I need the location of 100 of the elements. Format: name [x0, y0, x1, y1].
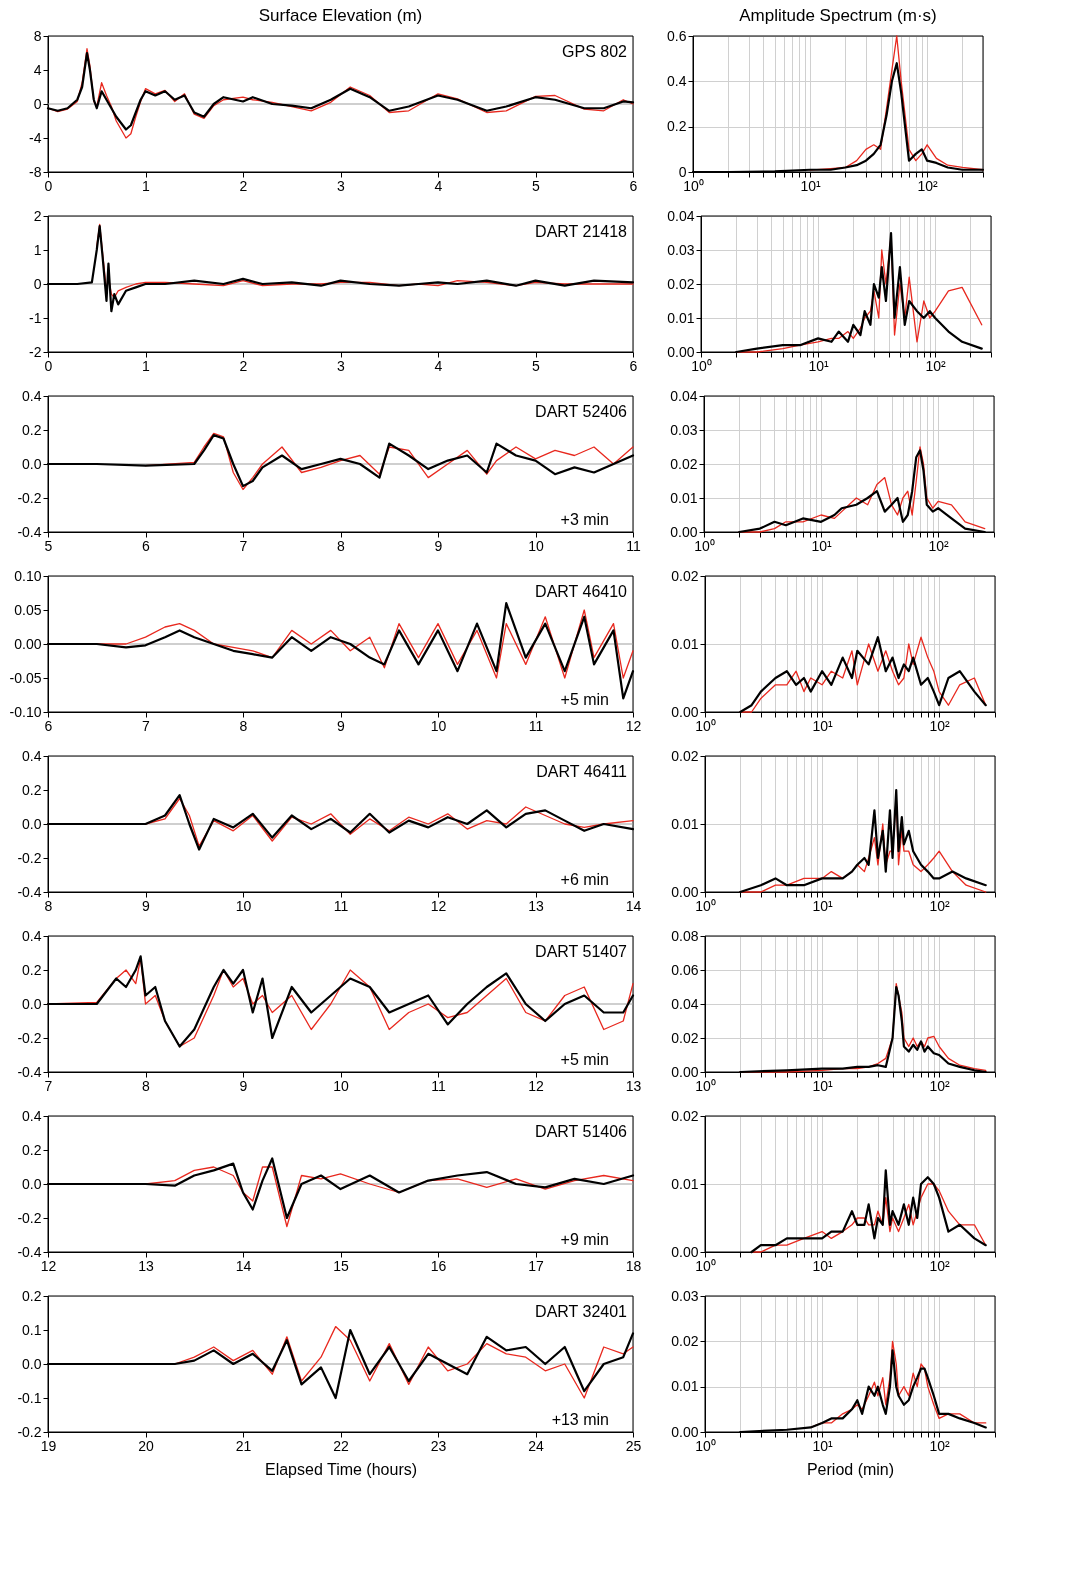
- y-tick-label: -0.2: [17, 1423, 42, 1440]
- y-tick-label: 0.04: [667, 207, 695, 224]
- x-tick-label: 5: [532, 177, 541, 194]
- x-tick-label: 21: [235, 1437, 252, 1454]
- x-tick-label: 7: [239, 537, 248, 554]
- y-tick-label: 0.0: [22, 1175, 42, 1192]
- y-tick-label: 0.1: [22, 1321, 42, 1338]
- x-tick-label: 10: [430, 717, 447, 734]
- y-tick-label: -0.2: [17, 849, 42, 866]
- y-tick-label: -2: [29, 343, 42, 360]
- y-tick-label: 8: [33, 27, 42, 44]
- y-tick-label: -1: [29, 309, 42, 326]
- y-tick-label: 0.2: [22, 421, 42, 438]
- x-tick-label: 10¹: [811, 537, 833, 554]
- x-tick-label: 10¹: [812, 897, 834, 914]
- y-tick-label: -0.2: [17, 1029, 42, 1046]
- x-tick-label: 12: [625, 717, 642, 734]
- annotation: GPS 802: [562, 43, 628, 60]
- y-tick-label: 0.0: [22, 1355, 42, 1372]
- y-tick-label: 0.6: [667, 27, 687, 44]
- y-tick-label: 0.01: [670, 489, 698, 506]
- annotation: DART 51406: [535, 1123, 628, 1140]
- x-tick-label: 9: [142, 897, 151, 914]
- y-tick-label: 0.00: [671, 1423, 699, 1440]
- y-tick-label: 0.0: [22, 815, 42, 832]
- y-tick-label: 0.01: [671, 1175, 699, 1192]
- y-tick-label: -0.4: [17, 1063, 42, 1080]
- y-tick-label: 0: [33, 275, 42, 292]
- y-tick-label: -0.05: [9, 669, 42, 686]
- x-tick-label: 8: [44, 897, 53, 914]
- x-tick-label: 0: [44, 177, 53, 194]
- y-tick-label: -0.1: [17, 1389, 42, 1406]
- y-tick-label: -0.10: [9, 703, 42, 720]
- x-tick-label: 7: [142, 717, 151, 734]
- chart-title: Surface Elevation (m): [258, 6, 423, 25]
- y-tick-label: 0.02: [671, 1029, 699, 1046]
- x-tick-label: 10⁰: [695, 1077, 716, 1094]
- x-tick-label: 10²: [929, 717, 951, 734]
- y-tick-label: 0.02: [667, 275, 695, 292]
- x-tick-label: 3: [337, 357, 346, 374]
- y-tick-label: 0.2: [22, 1141, 42, 1158]
- y-tick-label: 0.04: [670, 387, 698, 404]
- x-tick-label: 14: [235, 1257, 252, 1274]
- x-tick-label: 10¹: [800, 177, 822, 194]
- x-tick-label: 1: [142, 177, 151, 194]
- x-tick-label: 3: [337, 177, 346, 194]
- x-axis-title: Period (min): [806, 1460, 895, 1478]
- y-tick-label: -8: [29, 163, 42, 180]
- x-tick-label: 0: [44, 357, 53, 374]
- y-tick-label: 0.05: [14, 601, 42, 618]
- x-tick-label: 5: [44, 537, 53, 554]
- x-tick-label: 8: [239, 717, 248, 734]
- x-tick-label: 1: [142, 357, 151, 374]
- y-tick-label: 0.00: [671, 883, 699, 900]
- x-tick-label: 10¹: [812, 1077, 834, 1094]
- x-tick-label: 9: [434, 537, 443, 554]
- y-tick-label: 0.00: [667, 343, 695, 360]
- y-tick-label: 0.0: [22, 455, 42, 472]
- annotation: DART 52406: [535, 403, 628, 420]
- x-tick-label: 10⁰: [695, 1257, 716, 1274]
- x-tick-label: 23: [430, 1437, 447, 1454]
- y-tick-label: 4: [33, 61, 42, 78]
- annotation: +5 min: [560, 1051, 609, 1068]
- y-tick-label: 0.2: [22, 961, 42, 978]
- y-tick-label: 0.10: [14, 567, 42, 584]
- x-tick-label: 10²: [928, 537, 950, 554]
- x-tick-label: 13: [138, 1257, 154, 1274]
- x-tick-label: 4: [434, 357, 443, 374]
- x-tick-label: 12: [528, 1077, 544, 1094]
- x-tick-label: 7: [44, 1077, 53, 1094]
- annotation: +9 min: [560, 1231, 609, 1248]
- y-tick-label: 0.03: [670, 421, 698, 438]
- annotation: DART 46411: [536, 763, 628, 780]
- y-tick-label: 2: [33, 207, 42, 224]
- x-axis-title: Elapsed Time (hours): [264, 1460, 418, 1478]
- x-tick-label: 13: [625, 1077, 642, 1094]
- annotation: +6 min: [560, 871, 609, 888]
- y-tick-label: 1: [33, 241, 42, 258]
- x-tick-label: 11: [431, 1077, 446, 1094]
- x-tick-label: 6: [44, 717, 53, 734]
- x-tick-label: 9: [239, 1077, 248, 1094]
- y-tick-label: 0.00: [671, 703, 699, 720]
- annotation: +3 min: [560, 511, 609, 528]
- x-tick-label: 6: [142, 537, 151, 554]
- x-tick-label: 2: [239, 357, 248, 374]
- x-tick-label: 6: [629, 357, 638, 374]
- x-tick-label: 10: [235, 897, 252, 914]
- annotation: DART 46410: [535, 583, 628, 600]
- y-tick-label: 0.00: [671, 1243, 699, 1260]
- x-tick-label: 10⁰: [695, 717, 716, 734]
- x-tick-label: 10⁰: [695, 1437, 716, 1454]
- annotation: DART 32401: [535, 1303, 628, 1320]
- x-tick-label: 10: [333, 1077, 349, 1094]
- x-tick-label: 12: [430, 897, 447, 914]
- y-tick-label: 0.2: [22, 781, 42, 798]
- x-tick-label: 9: [337, 717, 346, 734]
- y-tick-label: 0.4: [22, 1107, 42, 1124]
- annotation: +13 min: [551, 1411, 609, 1428]
- annotation: +5 min: [560, 691, 609, 708]
- x-tick-label: 10²: [929, 1257, 951, 1274]
